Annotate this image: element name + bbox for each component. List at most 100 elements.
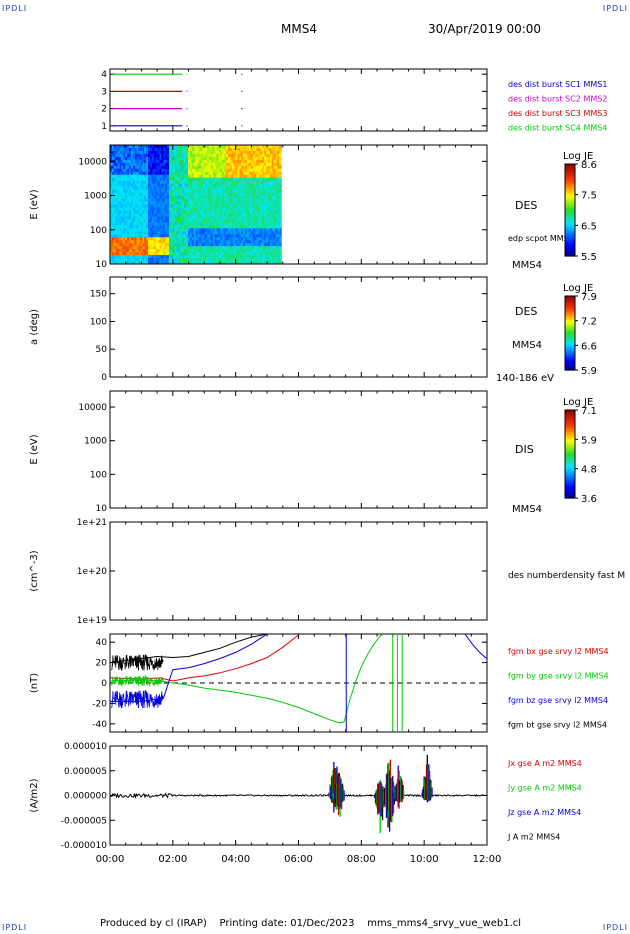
heatmap-cell [269,156,273,161]
heatmap-cell [231,210,235,214]
heatmap-cell [184,243,187,247]
heatmap-cell [227,246,231,250]
y-axis-label: (A/m2) [29,778,40,812]
heatmap-cell [254,192,257,197]
heatmap-cell [195,150,199,155]
heatmap-cell [231,237,235,241]
heatmap-cell [231,150,235,155]
heatmap-cell [220,189,223,194]
heatmap-cell [168,258,172,262]
heatmap-cell [208,189,212,194]
heatmap-cell [176,246,179,250]
heatmap-cell [216,222,219,226]
heatmap-cell [132,159,136,164]
heatmap-cell [184,249,187,253]
heatmap-cell [203,234,206,238]
heatmap-cell [189,228,193,232]
colorbar-cell [565,191,575,195]
heatmap-cell [151,168,155,173]
heatmap-cell [191,174,195,179]
heatmap-cell [231,207,235,211]
heatmap-cell [233,225,237,229]
heatmap-cell [216,216,219,220]
heatmap-cell [243,249,246,253]
heatmap-cell [222,198,225,203]
y-tick-label: 1e+19 [77,616,108,626]
heatmap-cell [155,213,159,217]
heatmap-cell [176,225,179,229]
heatmap-cell [267,237,271,241]
heatmap-cell [117,225,121,229]
colorbar-tick-label: 7.5 [581,191,597,202]
heatmap-cell [142,195,145,200]
heatmap-cell [208,183,212,188]
heatmap-cell [134,207,138,211]
heatmap-cell [148,189,151,194]
heatmap-cell [182,192,185,197]
heatmap-cell [132,192,136,197]
heatmap-cell [125,243,128,247]
heatmap-cell [229,216,233,220]
heatmap-cell [144,153,147,158]
heatmap-cell [129,153,132,158]
heatmap-cell [271,156,275,161]
heatmap-cell [172,189,176,194]
heatmap-cell [207,180,210,185]
heatmap-cell [260,219,263,223]
heatmap-cell [266,177,269,182]
heatmap-cell [121,165,124,170]
heatmap-cell [207,147,210,152]
heatmap-cell [254,204,257,208]
heatmap-cell [140,156,143,161]
heatmap-cell [279,150,282,155]
heatmap-cell [168,183,172,188]
heatmap-cell [214,177,218,182]
heatmap-cell [182,261,185,265]
heatmap-cell [207,228,210,232]
heatmap-cell [267,195,271,200]
heatmap-cell [235,258,238,262]
heatmap-cell [146,180,149,185]
heatmap-cell [184,207,187,211]
heatmap-cell [174,186,178,191]
heatmap-cell [212,204,216,208]
heatmap-cell [216,177,219,182]
heatmap-cell [201,198,204,203]
heatmap-cell [220,210,223,214]
heatmap-cell [243,228,246,232]
heatmap-cell [227,207,231,211]
heatmap-cell [252,207,256,211]
heatmap-cell [271,147,275,152]
heatmap-cell [129,225,132,229]
heatmap-cell [157,147,160,152]
heatmap-cell [163,258,166,262]
heatmap-cell [231,222,235,226]
heatmap-cell [127,180,130,185]
heatmap-cell [256,153,259,158]
heatmap-cell [132,204,136,208]
heatmap-cell [130,177,134,182]
heatmap-cell [245,171,248,176]
heatmap-cell [269,255,273,259]
heatmap-cell [191,213,195,217]
heatmap-cell [203,213,206,217]
heatmap-cell [157,159,160,164]
heatmap-cell [245,162,248,167]
heatmap-cell [212,261,216,265]
heatmap-cell [193,192,197,197]
heatmap-cell [172,255,176,259]
heatmap-cell [186,153,189,158]
heatmap-cell [195,249,199,253]
heatmap-cell [134,174,138,179]
heatmap-cell [227,234,231,238]
heatmap-cell [227,198,231,203]
heatmap-cell [212,243,216,247]
heatmap-cell [275,201,278,205]
heatmap-cell [224,180,227,185]
heatmap-cell [279,162,282,167]
heatmap-cell [250,195,254,200]
heatmap-cell [279,204,282,208]
heatmap-cell [168,171,172,176]
heatmap-cell [241,165,244,170]
heatmap-cell [243,145,246,149]
